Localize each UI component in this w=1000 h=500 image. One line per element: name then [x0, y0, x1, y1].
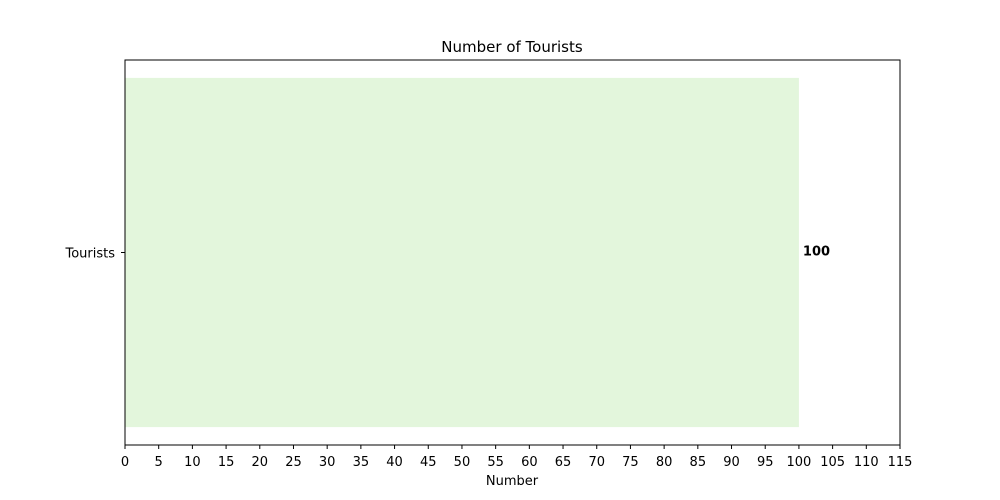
- y-axis: Tourists: [64, 247, 125, 262]
- x-tick-label-4: 20: [252, 455, 269, 470]
- x-tick-label-7: 35: [353, 455, 370, 470]
- x-tick-label-6: 30: [319, 455, 336, 470]
- x-tick-label-12: 60: [521, 455, 538, 470]
- x-tick-label-15: 75: [622, 455, 639, 470]
- x-tick-label-21: 105: [820, 455, 845, 470]
- x-tick-label-17: 85: [690, 455, 707, 470]
- x-tick-label-18: 90: [723, 455, 740, 470]
- x-tick-label-13: 65: [555, 455, 572, 470]
- x-tick-label-14: 70: [588, 455, 605, 470]
- x-tick-label-1: 5: [155, 455, 163, 470]
- bars-layer: [125, 77, 799, 428]
- data-label-0: 100: [803, 245, 830, 260]
- x-tick-label-3: 15: [218, 455, 235, 470]
- chart-title: Number of Tourists: [441, 38, 583, 56]
- y-tick-label-0: Tourists: [64, 247, 115, 262]
- x-tick-label-16: 80: [656, 455, 673, 470]
- data-labels-layer: 100: [803, 245, 830, 260]
- x-tick-label-5: 25: [285, 455, 302, 470]
- x-tick-label-22: 110: [854, 455, 879, 470]
- x-tick-label-20: 100: [786, 455, 811, 470]
- x-tick-label-23: 115: [888, 455, 913, 470]
- x-tick-label-8: 40: [386, 455, 403, 470]
- x-tick-label-10: 50: [454, 455, 471, 470]
- x-tick-label-2: 10: [184, 455, 201, 470]
- x-axis-label: Number: [486, 474, 539, 489]
- x-tick-label-19: 95: [757, 455, 774, 470]
- x-tick-label-0: 0: [121, 455, 129, 470]
- x-axis: 0 5 10 15 20 25 30 35 40 45 50 55 60 65 70 75 80 85 90 95 10…: [121, 445, 913, 470]
- x-tick-label-9: 45: [420, 455, 437, 470]
- x-tick-label-11: 55: [487, 455, 504, 470]
- bar-0: [125, 77, 799, 428]
